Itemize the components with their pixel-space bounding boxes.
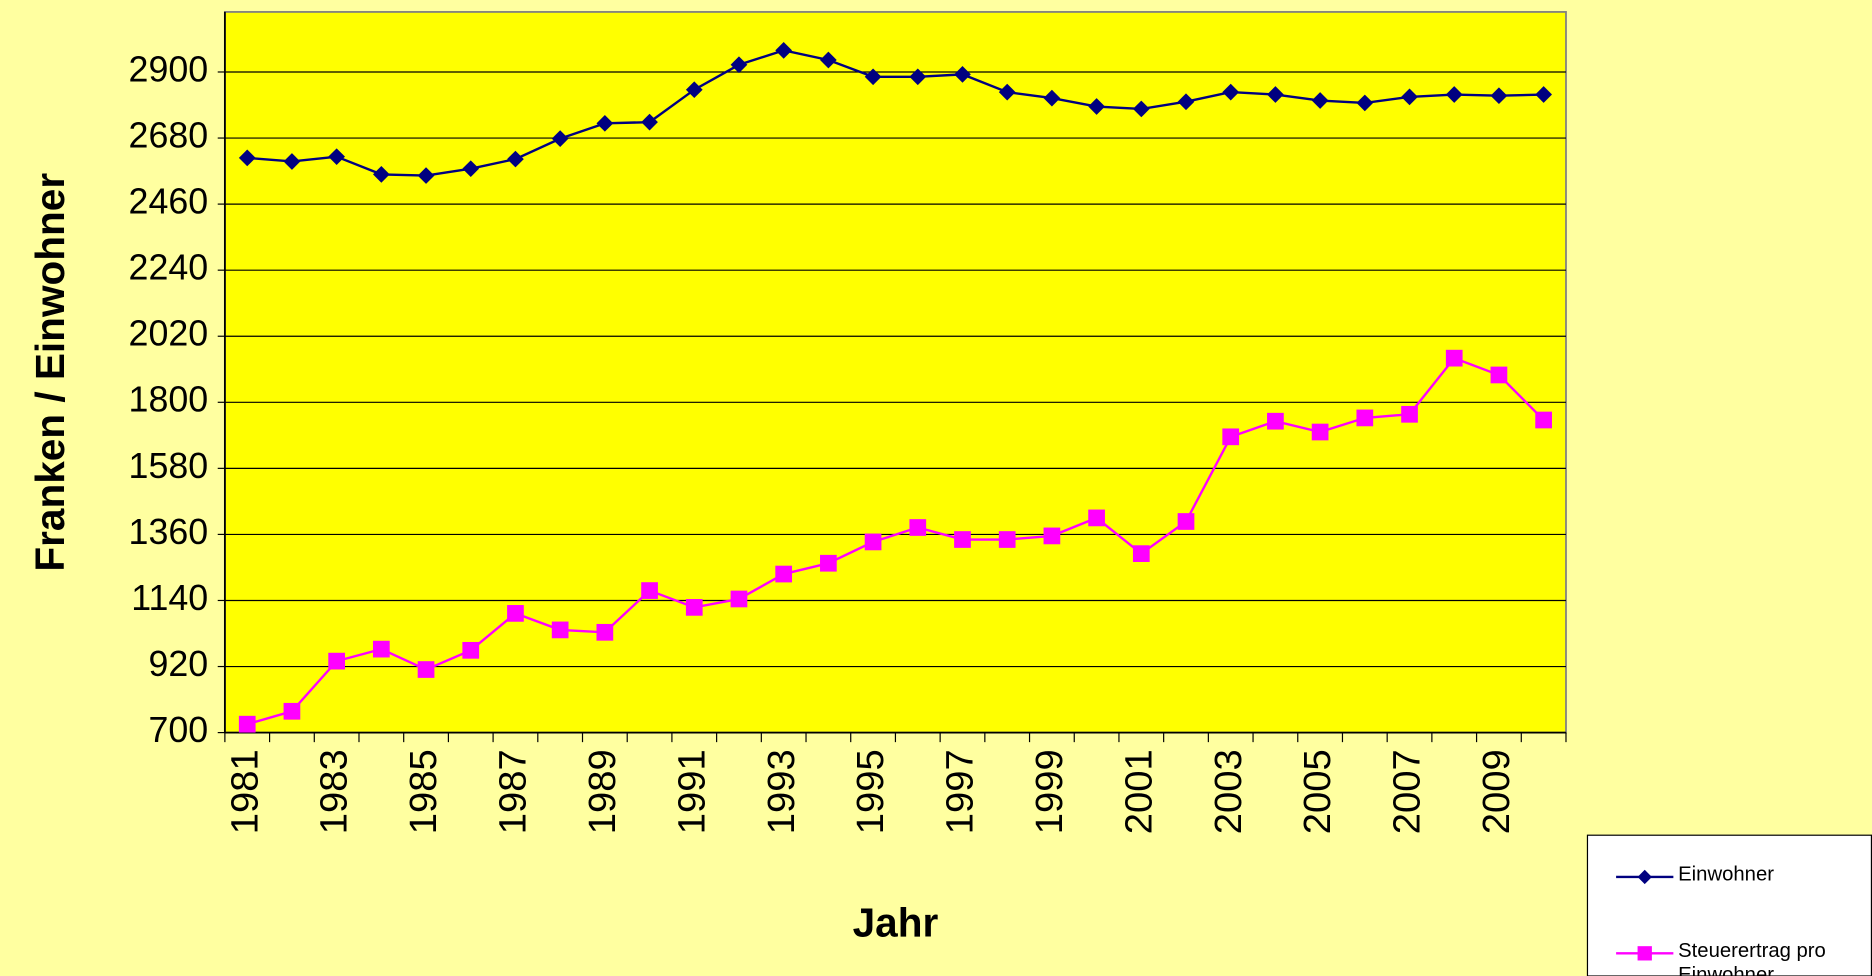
x-tick-label: 2007 — [1386, 749, 1429, 834]
data-point — [1132, 545, 1150, 562]
data-point — [1132, 100, 1150, 118]
data-point — [1222, 428, 1240, 446]
x-tick-label: 2009 — [1475, 749, 1518, 834]
data-point — [1356, 94, 1374, 112]
data-point — [1311, 92, 1329, 109]
data-point — [998, 531, 1016, 548]
y-tick-label: 2020 — [129, 314, 209, 354]
x-tick-label: 1995 — [849, 749, 892, 834]
data-point — [1177, 513, 1195, 530]
x-tick-label: 1993 — [760, 749, 803, 834]
x-tick-label: 2003 — [1207, 749, 1250, 834]
y-tick-label: 2680 — [129, 116, 209, 156]
data-point — [238, 715, 256, 733]
data-point — [1311, 423, 1329, 441]
data-point — [998, 83, 1016, 101]
x-axis-label: Jahr — [853, 900, 939, 946]
data-point — [1401, 88, 1418, 106]
y-tick-label: 2900 — [129, 49, 209, 89]
data-point — [1401, 405, 1418, 423]
data-point — [1177, 93, 1195, 111]
data-point — [641, 113, 658, 131]
data-point — [1267, 86, 1284, 103]
data-point — [372, 166, 390, 183]
y-axis-label: Franken / Einwohner — [27, 173, 73, 572]
data-point — [864, 533, 882, 551]
data-point — [1535, 411, 1552, 429]
data-point — [1267, 412, 1284, 430]
x-tick-label: 1999 — [1028, 749, 1071, 834]
data-point — [1356, 409, 1374, 427]
x-tick-label: 2001 — [1117, 749, 1160, 834]
x-tick-label: 1989 — [581, 749, 624, 834]
data-point — [909, 519, 927, 536]
data-point — [730, 590, 748, 608]
data-point — [462, 641, 480, 659]
data-point — [372, 640, 390, 658]
data-point — [1043, 527, 1061, 545]
data-point — [551, 621, 569, 639]
data-point — [1535, 86, 1552, 103]
legend-entry: Steuerertrag pro Einwohner — [1678, 939, 1826, 976]
y-tick-label: 1800 — [129, 380, 209, 420]
data-point — [954, 531, 971, 548]
legend-entry: Einwohner — [1678, 862, 1774, 886]
legend-label: Einwohner — [1678, 862, 1774, 886]
x-tick-label: 1983 — [313, 749, 356, 834]
data-point — [596, 623, 614, 641]
data-point — [417, 661, 435, 678]
y-tick-label: 700 — [148, 710, 208, 750]
x-tick-label: 1985 — [402, 749, 445, 834]
data-point — [685, 599, 703, 616]
data-point — [909, 68, 927, 86]
legend-marker — [1637, 946, 1652, 961]
x-tick-label: 2005 — [1296, 749, 1339, 834]
data-point — [238, 149, 256, 167]
x-tick-label: 1997 — [939, 749, 982, 834]
data-point — [864, 68, 882, 86]
data-point — [1222, 83, 1240, 101]
y-tick-label: 1140 — [131, 578, 208, 618]
data-point — [1490, 366, 1508, 384]
data-point — [775, 565, 793, 583]
data-point — [1445, 86, 1463, 103]
data-point — [820, 554, 837, 572]
data-point — [417, 167, 435, 184]
y-tick-label: 1360 — [129, 512, 209, 552]
data-point — [283, 702, 301, 720]
data-point — [820, 51, 837, 69]
data-point — [1088, 509, 1105, 527]
x-tick-label: 1991 — [670, 749, 713, 834]
data-point — [507, 605, 524, 622]
y-tick-label: 2460 — [129, 182, 209, 222]
y-tick-label: 2240 — [129, 248, 209, 288]
x-tick-label: 1987 — [492, 749, 535, 834]
data-point — [775, 42, 793, 59]
data-point — [328, 652, 345, 670]
data-point — [641, 582, 658, 599]
plot-area — [223, 11, 1567, 734]
legend-label: Steuerertrag pro Einwohner — [1678, 939, 1826, 976]
legend-marker — [1637, 869, 1652, 885]
x-tick-label: 1981 — [223, 749, 266, 834]
data-point — [596, 114, 614, 132]
data-point — [1445, 349, 1463, 367]
data-point — [1088, 98, 1105, 115]
data-point — [1490, 87, 1508, 105]
legend: Einwohner Steuerertrag pro Einwohner — [1586, 834, 1872, 976]
y-tick-label: 1580 — [129, 446, 209, 486]
y-tick-label: 920 — [148, 644, 208, 684]
